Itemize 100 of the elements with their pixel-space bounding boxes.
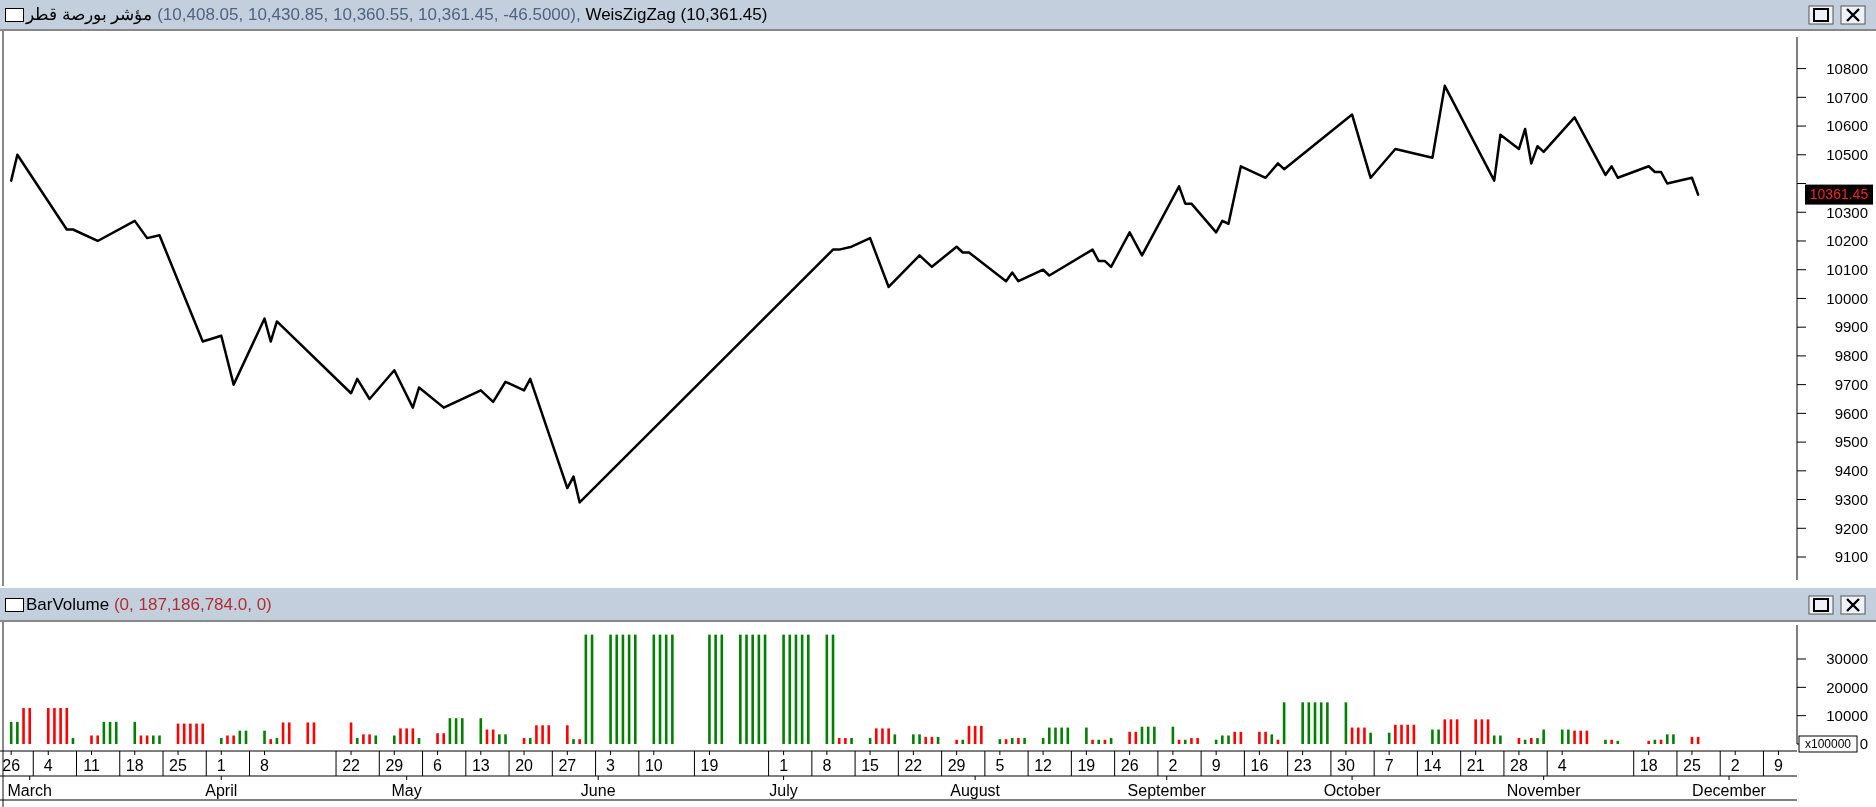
bar [59,708,62,744]
x-tick-label: 1 [216,757,226,775]
bar [714,634,717,744]
y-tick-label: 9200 [1834,519,1868,537]
bar [1048,727,1051,744]
x-tick-label: 16 [1250,757,1269,775]
bar [368,734,371,744]
bar [881,728,884,744]
bar [287,722,291,744]
y-tick-label: 10000 [1826,706,1868,724]
y-tick-label: 9900 [1834,318,1868,336]
bar [1010,738,1014,744]
bar [535,725,538,744]
x2-tick-label: August [950,781,1001,799]
bar [924,736,928,744]
bar [1579,730,1583,744]
y-tick-label: 9600 [1834,404,1868,422]
bar [90,735,93,744]
x-tick-label: 2 [1168,757,1178,775]
y-tick-label: 20000 [1826,678,1868,696]
bar [528,738,532,744]
x-tick-label: 28 [1510,757,1528,775]
x2-tick-label: September [1127,781,1207,799]
bar [46,708,50,744]
bar [362,734,365,744]
bar [1474,719,1477,744]
text: WeisZigZag (10,361.45) [585,5,768,24]
x-tick-label: 18 [1639,757,1658,775]
bar [393,735,396,744]
x-tick-label: 9 [1774,757,1784,775]
bar [355,738,359,744]
x-tick-label: 4 [1557,757,1567,775]
bar [615,634,619,744]
x-tick-label: 12 [1034,757,1053,775]
bar [1233,731,1236,744]
x2-tick-label: March [7,781,52,799]
bar [133,721,137,744]
bar [572,739,575,744]
bar [1196,738,1199,744]
x-tick-label: 10 [644,757,663,775]
bar [1227,735,1230,744]
bar [578,739,581,744]
chart-title: BarVolume [26,595,110,614]
bar [955,739,958,744]
x-tick-label: 30 [1337,757,1355,775]
bar [1536,738,1539,744]
x-tick-label: 25 [1683,757,1701,775]
bar [269,739,273,744]
x2-tick-label: October [1323,781,1382,799]
chart-subtitle: (10,408.05, 10,430.85, 10,360.55, 10,361.45, -46.5000), [157,5,581,24]
bar [1610,739,1613,744]
x-tick-label: 2 [1730,757,1740,775]
y-tick-label: 10700 [1826,88,1868,106]
bar [547,725,551,744]
bar [850,738,853,744]
bar [1400,724,1403,744]
x-tick-label: 23 [1293,757,1312,775]
bar [195,723,198,744]
bar [498,734,501,744]
bar [1097,739,1101,744]
y-tick-label: 10100 [1826,260,1868,278]
bar [1542,729,1545,744]
bar [1406,724,1409,744]
bar [399,728,402,744]
bar [28,708,32,744]
bar [219,738,223,744]
bar [65,708,69,744]
x-tick-label: 7 [1384,757,1394,775]
x-tick-label: 26 [1120,757,1139,775]
bar [1499,735,1502,744]
bar [1604,739,1607,744]
bar [1369,732,1372,744]
bar [1647,740,1650,744]
x-tick-label: 29 [385,757,404,775]
bar [541,725,544,744]
y-tick-label: 30000 [1826,650,1868,668]
bar [436,733,439,744]
x-tick-label: 3 [606,757,616,775]
bar [114,721,118,744]
bar [1529,738,1533,744]
bar [374,735,378,744]
bar [1060,727,1063,744]
bar [566,725,569,744]
bar [1443,719,1447,744]
bar [1270,734,1274,744]
bar [1183,739,1187,744]
bar [671,634,674,744]
bar [232,735,235,744]
x2-tick-label: December [1692,781,1767,799]
x-tick-label: 9 [1211,757,1221,775]
bar [158,735,161,744]
y-tick-label: 0 [1859,735,1868,753]
bar [1356,727,1360,744]
x-tick-label: 25 [169,757,188,775]
bar [1394,724,1397,744]
bar [1128,731,1131,744]
bar [1023,738,1026,744]
bar [53,708,56,744]
bar [1017,738,1020,744]
x-tick-label: 19 [1077,757,1096,775]
